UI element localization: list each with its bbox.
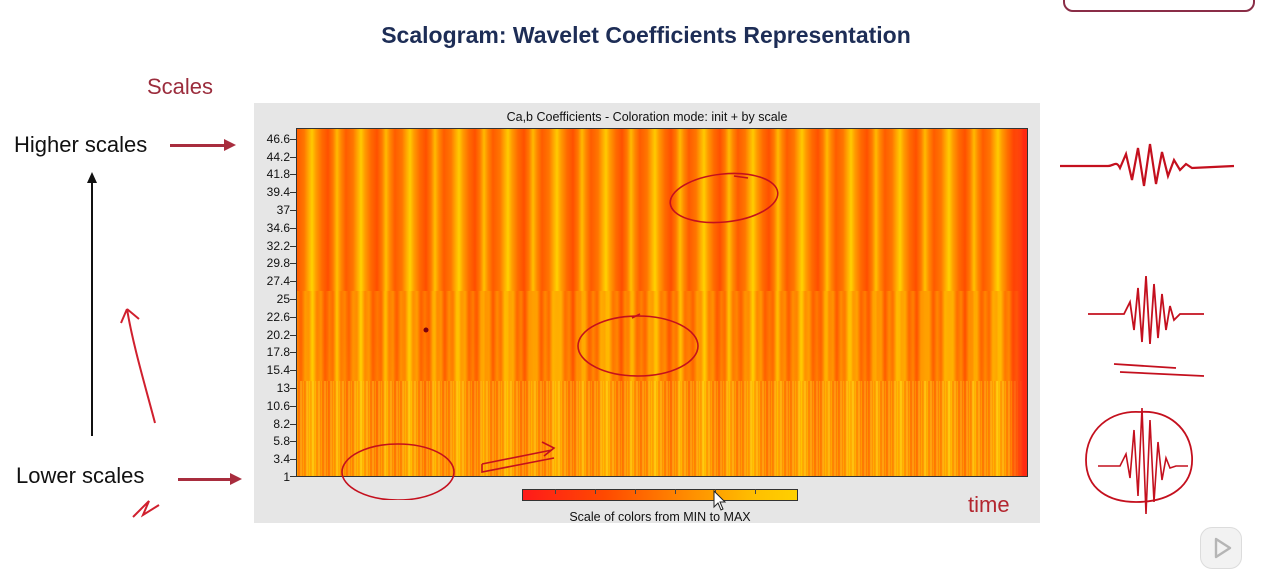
y-tick-mark (290, 263, 296, 264)
play-icon (1214, 537, 1232, 559)
y-tick-mark (290, 370, 296, 371)
y-tick-label: 22.6 (266, 310, 290, 324)
y-tick-label: 8.2 (273, 417, 290, 431)
plot-handwritten-circles (341, 172, 779, 500)
y-tick-label: 5.8 (273, 434, 290, 448)
y-tick-mark (290, 476, 296, 477)
y-tick-label: 10.6 (266, 399, 290, 413)
y-tick-label: 46.6 (266, 132, 290, 146)
y-tick-label: 13 (276, 381, 290, 395)
colorbar-label: Scale of colors from MIN to MAX (569, 510, 751, 524)
y-tick-label: 39.4 (266, 185, 290, 199)
slide-title: Scalogram: Wavelet Coefficients Represen… (381, 22, 911, 48)
wavelet-low-scale-sketch (1085, 407, 1193, 515)
scalogram-right-edge (1009, 129, 1027, 476)
scalogram-figure-title: Ca,b Coefficients - Coloration mode: ini… (506, 110, 788, 124)
y-tick-label: 17.8 (266, 345, 290, 359)
y-tick-label: 25 (276, 292, 290, 306)
y-tick-label: 27.4 (266, 274, 290, 288)
higher-scales-arrow-head (224, 139, 236, 151)
colorbar-tick (635, 489, 636, 494)
scalogram-mid-texture (297, 291, 1027, 381)
y-tick-mark (290, 388, 296, 389)
scalogram-plot (296, 128, 1028, 477)
wavelet-high-scale-sketch (1060, 143, 1235, 187)
y-tick-label: 37 (276, 203, 290, 217)
wavelet-mid-scale-sketch (1088, 275, 1205, 377)
y-tick-mark (290, 192, 296, 193)
higher-scales-label: Higher scales (14, 132, 148, 157)
colorbar-tick (555, 489, 556, 494)
lower-scales-arrow-head (230, 473, 242, 485)
y-tick-mark (290, 459, 296, 460)
y-tick-label: 3.4 (273, 452, 290, 466)
y-tick-mark (290, 335, 296, 336)
y-tick-mark (290, 174, 296, 175)
time-axis-label: time (968, 492, 1010, 517)
y-tick-mark (290, 210, 296, 211)
y-tick-mark (290, 441, 296, 442)
scale-axis-arrow (87, 172, 97, 436)
y-tick-mark (290, 299, 296, 300)
y-tick-label: 34.6 (266, 221, 290, 235)
y-tick-label: 44.2 (266, 150, 290, 164)
mouse-cursor-icon (713, 490, 727, 511)
colorbar (522, 489, 798, 501)
y-tick-label: 20.2 (266, 328, 290, 342)
y-tick-mark (290, 424, 296, 425)
colorbar-tick (675, 489, 676, 494)
y-tick-mark (290, 157, 296, 158)
y-tick-label: 29.8 (266, 256, 290, 270)
y-tick-label: 1 (283, 470, 290, 484)
y-tick-mark (290, 246, 296, 247)
y-tick-mark (290, 228, 296, 229)
colorbar-tick (595, 489, 596, 494)
higher-scales-arrow (170, 144, 226, 147)
y-tick-mark (290, 317, 296, 318)
y-tick-label: 41.8 (266, 167, 290, 181)
y-tick-mark (290, 406, 296, 407)
y-tick-mark (290, 139, 296, 140)
video-play-button[interactable] (1200, 527, 1242, 569)
y-tick-mark (290, 352, 296, 353)
y-tick-mark (290, 281, 296, 282)
colorbar-tick (755, 489, 756, 494)
top-frame-decoration (1063, 0, 1255, 12)
y-tick-label: 15.4 (266, 363, 290, 377)
y-tick-label: 32.2 (266, 239, 290, 253)
lower-scales-label: Lower scales (16, 463, 145, 488)
colorbar-tick (715, 489, 716, 494)
scales-label: Scales (147, 74, 214, 99)
lower-scales-arrow (178, 478, 232, 481)
scalogram-low-scale-texture (297, 381, 1027, 476)
handwritten-annotations-left (120, 308, 160, 518)
